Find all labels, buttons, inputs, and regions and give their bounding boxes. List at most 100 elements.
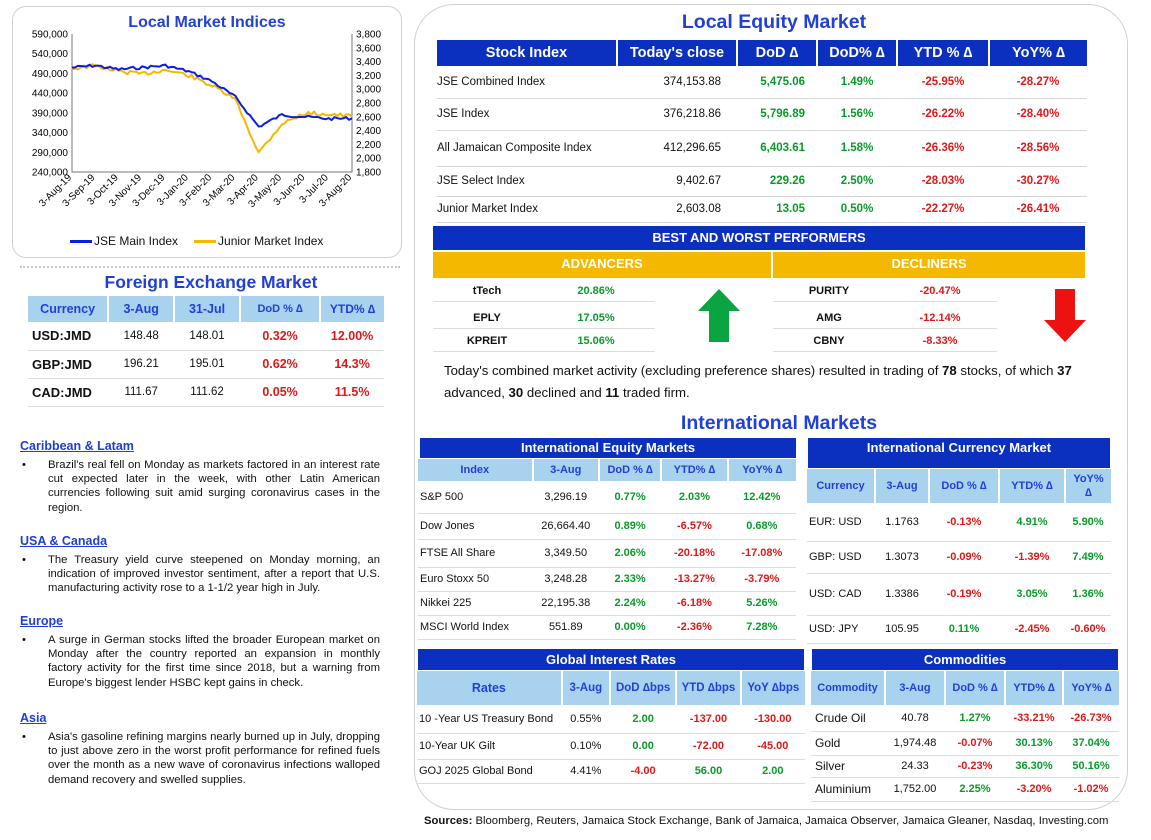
r-h-aug: 3-Aug — [561, 671, 611, 705]
legend-main-swatch — [70, 239, 92, 243]
row-label: MSCI World Index — [420, 621, 510, 633]
row-ytd: 3.05% — [1016, 588, 1048, 600]
row-label: Crude Oil — [815, 710, 866, 725]
r-h-ytd: YTD ∆bps — [676, 671, 742, 705]
bullet-icon: • — [22, 554, 26, 566]
advancer-name: EPLY — [473, 312, 501, 324]
eq-ytd: -25.95% — [921, 75, 965, 88]
news-heading: Asia — [20, 711, 47, 725]
table-row: USD: CAD 1.3386 -0.19% 3.05% 1.36% — [807, 573, 1111, 615]
row-value: 105.95 — [885, 623, 919, 635]
advancer-value: 20.86% — [577, 285, 615, 297]
fx-aug: 196.21 — [123, 358, 159, 370]
row-value: 40.78 — [901, 711, 929, 724]
eq-name: Junior Market Index — [437, 203, 538, 215]
row-yoy: 50.16% — [1072, 760, 1110, 772]
fx-currency: CAD:JMD — [32, 384, 92, 400]
right-tick-label: 2,200 — [356, 140, 381, 151]
eq-close: 374,153.88 — [663, 75, 721, 88]
table-row: GOJ 2025 Global Bond 4.41% -4.00 56.00 2.00 — [417, 759, 805, 783]
row-yoy: 7.49% — [1072, 551, 1104, 563]
rates-header-row: Rates 3-Aug DoD ∆bps YTD ∆bps YoY ∆bps — [417, 671, 805, 705]
eq-h-dodp: DoD% ∆ — [817, 40, 898, 66]
row-yoy: -130.00 — [754, 712, 792, 725]
decliner-row: AMG -12.14% — [773, 308, 997, 329]
divider — [20, 266, 400, 268]
row-dod: 0.77% — [614, 490, 646, 503]
news-heading: Caribbean & Latam — [20, 439, 134, 453]
eq-dodp: 0.50% — [840, 203, 874, 215]
row-label: 10-Year UK Gilt — [419, 740, 496, 752]
row-label: FTSE All Share — [420, 547, 496, 559]
decliners-title: DECLINERS — [773, 252, 1085, 278]
eq-dodp: 2.50% — [840, 175, 874, 187]
equity-row: Junior Market Index 2,603.08 13.05 0.50% -22… — [437, 196, 1087, 222]
intl-eq-header-row: Index 3-Aug DoD % ∆ YTD% ∆ YoY% ∆ — [418, 459, 796, 481]
fx-h-dod: DoD % ∆ — [239, 296, 322, 322]
row-dod: 2.00 — [632, 712, 654, 725]
news-text: A surge in German stocks lifted the broa… — [48, 634, 380, 689]
row-value: 0.10% — [570, 740, 602, 752]
ic-h-dod: DoD % ∆ — [929, 469, 1000, 503]
table-row: Gold 1,974.48 -0.07% 30.13% 37.04% — [811, 731, 1119, 755]
c-h-commodity: Commodity — [811, 671, 886, 705]
summary-text-2: stocks, of which — [956, 363, 1058, 378]
row-label: EUR: USD — [809, 515, 862, 528]
ic-h-yoy-1: YoY% — [1073, 473, 1104, 485]
news-paragraph: • The Treasury yield curve steepened on M… — [20, 553, 380, 596]
fx-jul: 111.62 — [190, 386, 224, 398]
row-value: 0.55% — [570, 712, 602, 725]
row-yoy: -3.79% — [744, 573, 780, 585]
c-h-ytd: YTD% ∆ — [1005, 671, 1064, 705]
row-dod: 2.06% — [614, 547, 646, 559]
left-tick-label: 390,000 — [32, 108, 69, 119]
right-tick-label: 3,800 — [356, 30, 381, 41]
row-ytd: -6.57% — [677, 520, 712, 532]
rates-title: Global Interest Rates — [418, 649, 804, 670]
equity-row: JSE Index 376,218.86 5,796.89 1.56% -26.22% -… — [437, 98, 1087, 130]
eq-name: All Jamaican Composite Index — [437, 142, 592, 154]
advancer-value: 17.05% — [577, 312, 615, 324]
fx-h-aug: 3-Aug — [108, 296, 176, 322]
intl-currency-table: Currency 3-Aug DoD % ∆ YTD% ∆ YoY% ∆ EUR:… — [807, 469, 1111, 644]
row-yoy: 37.04% — [1072, 737, 1110, 749]
row-yoy: 7.28% — [746, 621, 778, 633]
sources-text: Bloomberg, Reuters, Jamaica Stock Exchan… — [472, 815, 1109, 827]
ie-h-aug: 3-Aug — [532, 459, 600, 481]
row-yoy: 1.36% — [1072, 588, 1104, 600]
eq-h-yoy: YoY% ∆ — [989, 40, 1087, 66]
news-paragraph: • Brazil's real fell on Monday as markets… — [20, 458, 380, 515]
right-tick-label: 2,600 — [356, 112, 381, 123]
comm-header-row: Commodity 3-Aug DoD % ∆ YTD% ∆ YoY% ∆ — [811, 671, 1119, 705]
left-tick-label: 440,000 — [32, 89, 69, 100]
row-label: Silver — [815, 759, 846, 773]
decliner-value: -20.47% — [919, 285, 961, 297]
eq-dodp: 1.49% — [840, 75, 874, 88]
row-dod: 2.24% — [614, 597, 646, 609]
eq-dod: 13.05 — [776, 203, 805, 215]
row-label: USD: CAD — [809, 588, 862, 600]
row-label: USD: JPY — [809, 623, 859, 635]
c-h-aug: 3-Aug — [885, 671, 946, 705]
left-tick-label: 340,000 — [32, 128, 69, 139]
advancer-row: KPREIT 15.06% — [433, 331, 655, 352]
equity-title: Local Equity Market — [681, 11, 867, 33]
row-value: 1.3073 — [885, 551, 919, 563]
row-dod: -4.00 — [630, 765, 656, 777]
fx-row: CAD:JMD 111.67 111.62 0.05% 11.5% — [28, 378, 384, 406]
row-ytd: 56.00 — [694, 765, 723, 777]
row-label: Nikkei 225 — [420, 597, 472, 609]
row-ytd: 30.13% — [1015, 737, 1053, 749]
summary-text-5: traded firm. — [619, 384, 690, 400]
row-ytd: -2.36% — [677, 621, 712, 633]
right-tick-label: 2,800 — [356, 99, 381, 110]
news-text: Asia's gasoline refining margins nearly … — [48, 731, 380, 786]
eq-close: 2,603.08 — [676, 203, 721, 215]
equity-row: JSE Combined Index 374,153.88 5,475.06 1.49… — [437, 66, 1087, 98]
intl-equity-table: Index 3-Aug DoD % ∆ YTD% ∆ YoY% ∆ S&P 50… — [418, 459, 796, 640]
eq-close: 376,218.86 — [663, 108, 721, 120]
fx-dod: 0.32% — [262, 328, 298, 343]
rates-table: Rates 3-Aug DoD ∆bps YTD ∆bps YoY ∆bps 1… — [417, 671, 805, 784]
right-tick-label: 3,600 — [356, 43, 381, 54]
local-indices-title: Local Market Indices — [128, 14, 286, 31]
